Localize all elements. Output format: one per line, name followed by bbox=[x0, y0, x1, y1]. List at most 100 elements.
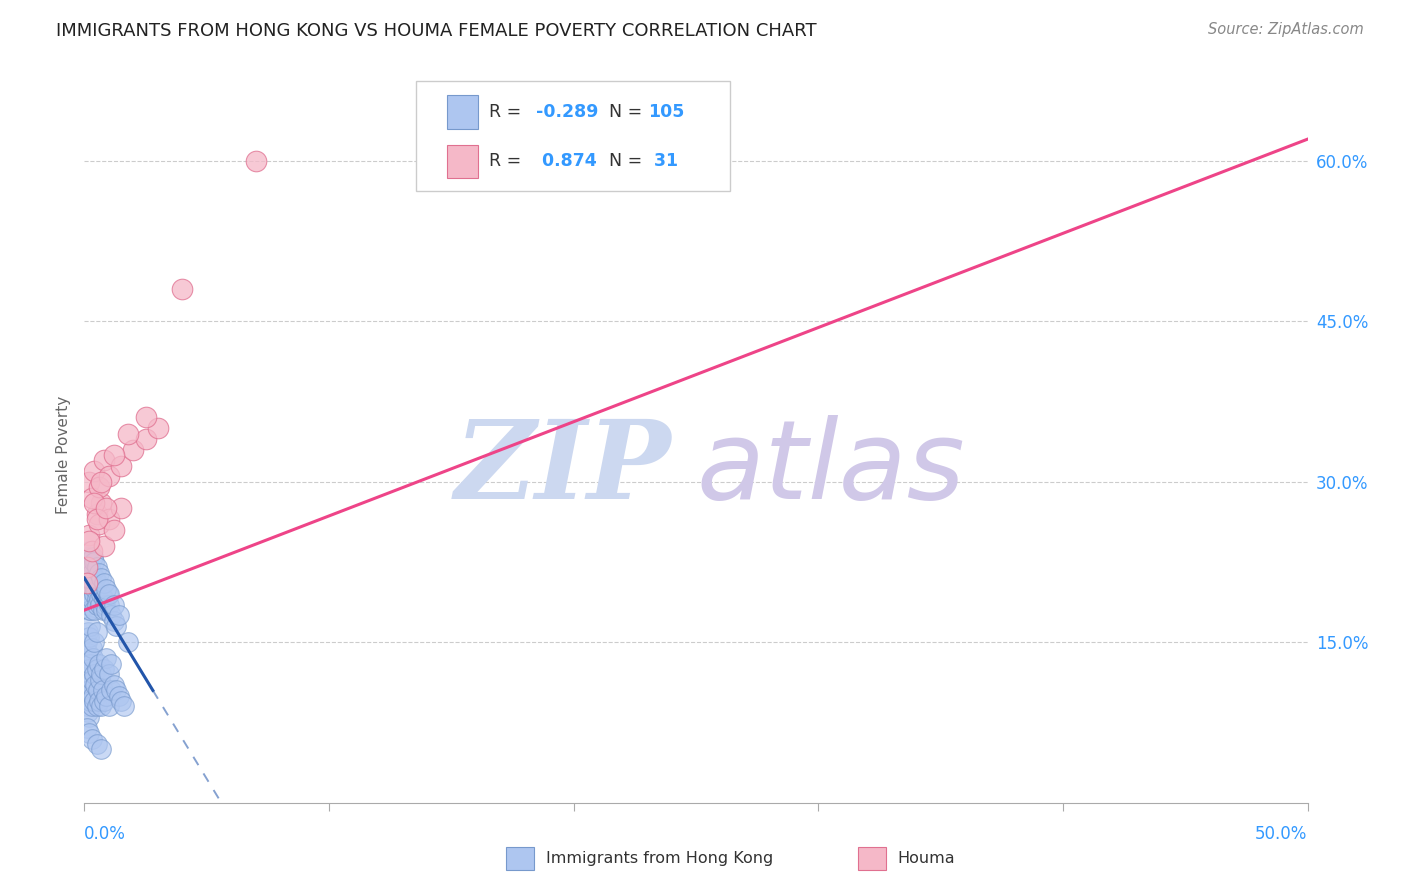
Point bbox=[77, 726, 100, 740]
Point bbox=[83, 555, 105, 569]
Point bbox=[93, 539, 115, 553]
Point bbox=[77, 662, 100, 676]
Point bbox=[90, 667, 112, 681]
Point bbox=[77, 571, 100, 585]
Point bbox=[77, 533, 100, 548]
Point bbox=[77, 603, 100, 617]
Point bbox=[90, 496, 112, 510]
Point bbox=[90, 571, 112, 585]
Point bbox=[80, 592, 103, 607]
Text: 31: 31 bbox=[648, 153, 678, 170]
Point bbox=[77, 646, 100, 660]
Point bbox=[79, 619, 101, 633]
Point bbox=[80, 699, 103, 714]
Point bbox=[77, 678, 100, 692]
Point bbox=[96, 501, 118, 516]
Point bbox=[91, 683, 114, 698]
Text: -0.289: -0.289 bbox=[536, 103, 598, 121]
Point bbox=[96, 582, 118, 596]
Point bbox=[96, 689, 118, 703]
Point bbox=[76, 576, 98, 591]
Point bbox=[77, 598, 100, 612]
Point bbox=[80, 592, 103, 607]
Point bbox=[103, 614, 125, 628]
Point bbox=[86, 512, 108, 526]
Point bbox=[83, 464, 105, 478]
Point bbox=[105, 619, 128, 633]
Point bbox=[86, 598, 108, 612]
Point bbox=[82, 549, 104, 564]
Point bbox=[93, 694, 115, 708]
Point bbox=[86, 662, 108, 676]
Point bbox=[87, 694, 110, 708]
Point bbox=[87, 566, 110, 580]
Point bbox=[103, 598, 125, 612]
Text: Houma: Houma bbox=[897, 851, 955, 866]
Point bbox=[80, 544, 103, 558]
Point bbox=[93, 453, 115, 467]
Point bbox=[80, 673, 103, 687]
Point bbox=[87, 480, 110, 494]
Point bbox=[77, 475, 100, 489]
Text: 0.0%: 0.0% bbox=[84, 825, 127, 843]
Point bbox=[97, 512, 120, 526]
Point bbox=[97, 469, 120, 483]
Text: Source: ZipAtlas.com: Source: ZipAtlas.com bbox=[1208, 22, 1364, 37]
Text: 0.874: 0.874 bbox=[536, 153, 596, 170]
Point bbox=[90, 475, 112, 489]
Point bbox=[110, 501, 132, 516]
Point bbox=[77, 624, 100, 639]
Point bbox=[77, 576, 100, 591]
Point bbox=[83, 587, 105, 601]
Point bbox=[117, 426, 139, 441]
Point bbox=[107, 689, 129, 703]
Y-axis label: Female Poverty: Female Poverty bbox=[56, 396, 72, 514]
Point bbox=[75, 560, 97, 574]
Point bbox=[82, 576, 104, 591]
Text: ZIP: ZIP bbox=[456, 415, 672, 523]
Point bbox=[100, 657, 122, 671]
Point bbox=[110, 694, 132, 708]
Point bbox=[77, 710, 100, 724]
Point bbox=[82, 651, 104, 665]
Point bbox=[97, 587, 120, 601]
Point bbox=[103, 448, 125, 462]
Point bbox=[77, 705, 100, 719]
Point bbox=[146, 421, 169, 435]
Point bbox=[93, 662, 115, 676]
Point bbox=[86, 592, 108, 607]
Point bbox=[77, 555, 100, 569]
Point bbox=[77, 544, 100, 558]
Point bbox=[82, 689, 104, 703]
Point bbox=[76, 699, 98, 714]
Point bbox=[90, 699, 112, 714]
Point bbox=[79, 603, 101, 617]
Point bbox=[97, 667, 120, 681]
Text: N =: N = bbox=[609, 153, 648, 170]
Point bbox=[75, 689, 97, 703]
Point bbox=[87, 592, 110, 607]
Point bbox=[87, 576, 110, 591]
Text: atlas: atlas bbox=[696, 416, 965, 523]
Point bbox=[107, 608, 129, 623]
Point bbox=[77, 582, 100, 596]
Point bbox=[83, 667, 105, 681]
Point bbox=[80, 731, 103, 746]
Point bbox=[135, 410, 157, 425]
Point bbox=[96, 603, 118, 617]
Point bbox=[80, 582, 103, 596]
Point bbox=[122, 442, 145, 457]
Point bbox=[86, 507, 108, 521]
Point bbox=[76, 592, 98, 607]
Point bbox=[135, 432, 157, 446]
Point bbox=[93, 576, 115, 591]
Point bbox=[110, 458, 132, 473]
Point bbox=[79, 571, 101, 585]
Text: R =: R = bbox=[489, 103, 527, 121]
Point bbox=[84, 571, 107, 585]
Point bbox=[77, 528, 100, 542]
Point bbox=[100, 608, 122, 623]
Text: R =: R = bbox=[489, 153, 527, 170]
Point bbox=[103, 523, 125, 537]
Point bbox=[97, 587, 120, 601]
